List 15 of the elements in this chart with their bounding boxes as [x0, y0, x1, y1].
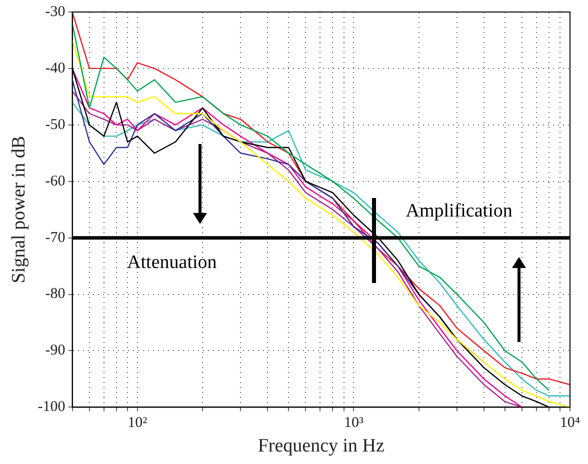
x-tick-label: 10⁴ — [560, 415, 580, 432]
annotation: Amplification — [406, 200, 513, 222]
y-tick-label: -60 — [45, 173, 66, 190]
x-tick-label: 10² — [128, 415, 148, 432]
y-tick-label: -50 — [45, 116, 66, 133]
y-tick-label: -70 — [45, 230, 66, 246]
y-axis-title: Signal power in dB — [8, 136, 30, 284]
x-tick-label: 10³ — [344, 415, 364, 432]
y-tick-label: -90 — [45, 342, 66, 359]
y-tick-label: -30 — [45, 4, 66, 20]
y-tick-label: -100 — [38, 399, 66, 416]
y-tick-label: -40 — [45, 60, 66, 76]
y-tick-label: -80 — [45, 286, 66, 302]
x-axis-title: Frequency in Hz — [258, 436, 384, 457]
annotation: Attenuation — [127, 252, 218, 273]
